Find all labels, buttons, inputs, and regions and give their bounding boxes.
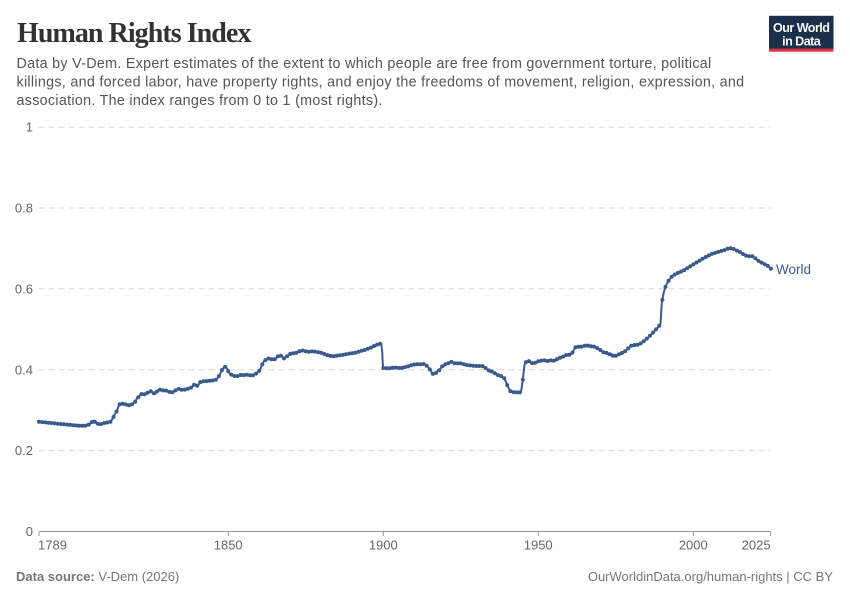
svg-text:0.2: 0.2 bbox=[15, 443, 33, 458]
svg-text:in Data: in Data bbox=[782, 34, 822, 48]
svg-text:0.8: 0.8 bbox=[15, 201, 33, 216]
svg-text:2000: 2000 bbox=[679, 538, 708, 553]
svg-text:Data by V-Dem. Expert estimate: Data by V-Dem. Expert estimates of the e… bbox=[17, 56, 712, 72]
svg-text:1900: 1900 bbox=[369, 538, 398, 553]
svg-text:0.4: 0.4 bbox=[15, 362, 33, 377]
svg-text:World: World bbox=[776, 262, 811, 277]
svg-text:1850: 1850 bbox=[214, 538, 243, 553]
svg-text:0.6: 0.6 bbox=[15, 281, 33, 296]
svg-text:killings, and forced labor, ha: killings, and forced labor, have propert… bbox=[17, 74, 745, 90]
svg-text:1789: 1789 bbox=[38, 538, 67, 553]
svg-text:Our World: Our World bbox=[773, 21, 829, 35]
svg-text:Data source: V-Dem (2026): Data source: V-Dem (2026) bbox=[16, 569, 179, 584]
svg-text:1: 1 bbox=[26, 120, 33, 135]
svg-text:2025: 2025 bbox=[742, 538, 771, 553]
svg-text:association. The index ranges: association. The index ranges from 0 to … bbox=[17, 93, 383, 109]
svg-text:OurWorldinData.org/human-right: OurWorldinData.org/human-rights | CC BY bbox=[588, 569, 834, 584]
svg-text:Human Rights Index: Human Rights Index bbox=[17, 18, 251, 49]
svg-text:0: 0 bbox=[26, 524, 33, 539]
svg-text:1950: 1950 bbox=[524, 538, 553, 553]
